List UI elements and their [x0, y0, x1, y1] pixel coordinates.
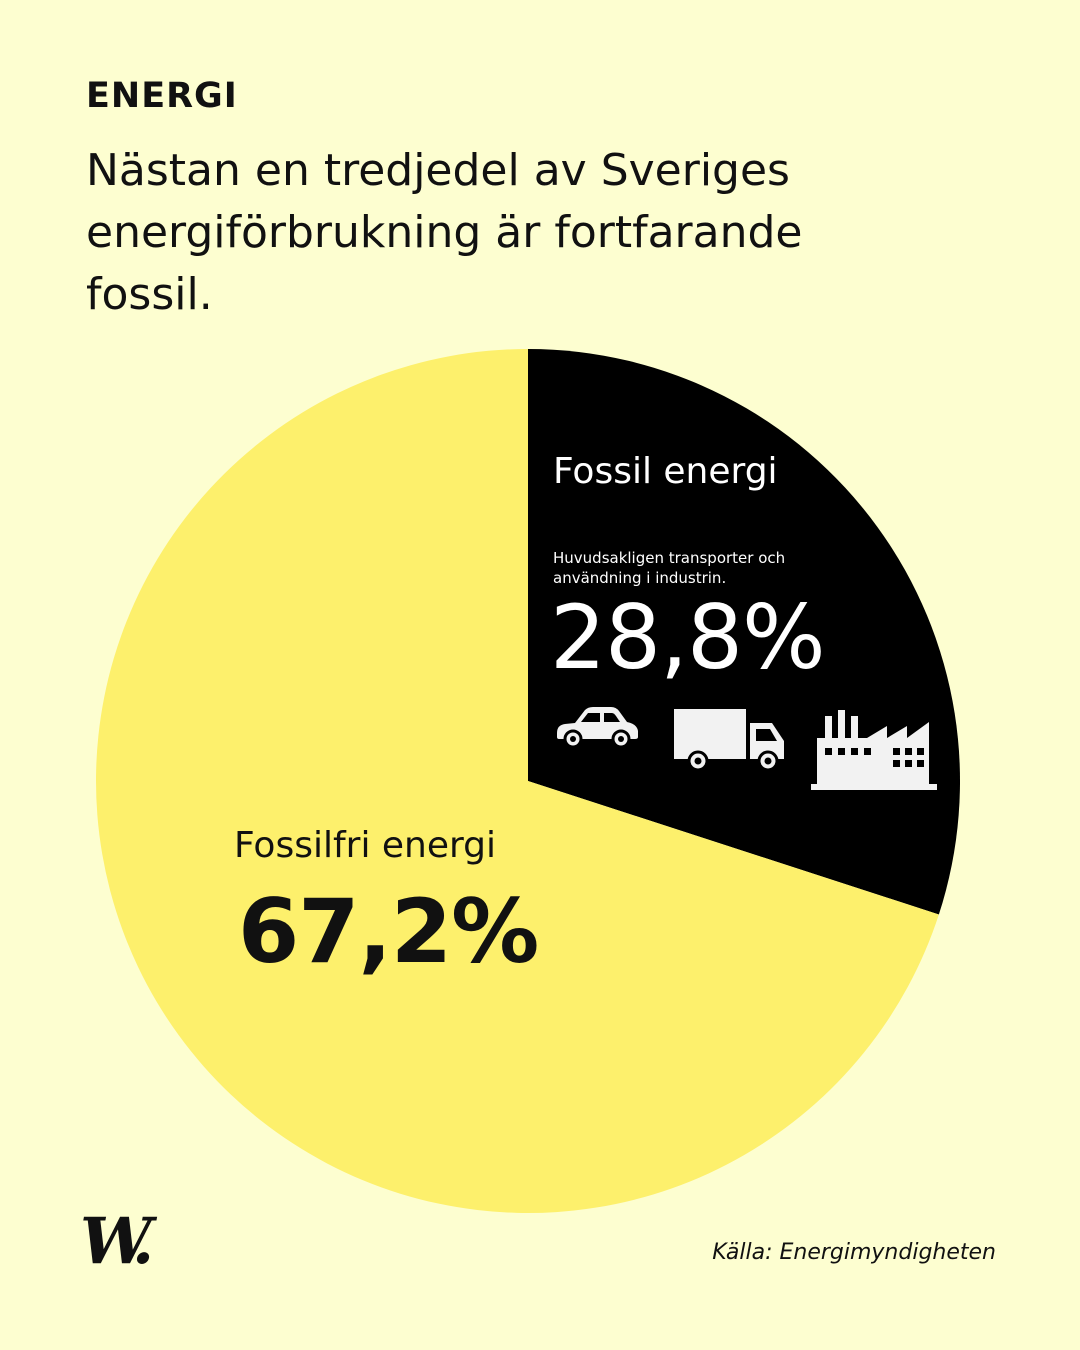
source-note: Källa: Energimyndigheten [712, 1240, 996, 1265]
fossilfree-value-label: 67,2% [238, 880, 539, 983]
truck-icon [674, 709, 784, 772]
fossil-label: Fossil energi [553, 451, 778, 492]
section-kicker: ENERGI [86, 76, 238, 116]
page-title: Nästan en tredjedel av Sveriges energifö… [86, 145, 803, 320]
fossil-description: Huvudsakligen transporter och användning… [553, 549, 786, 587]
car-icon [557, 707, 638, 749]
factory-icon [811, 710, 937, 790]
pie-slice-fossilfree [96, 349, 939, 1213]
publisher-logo: W. [80, 1204, 154, 1279]
fossilfree-label: Fossilfri energi [234, 825, 497, 866]
fossil-value-label: 28,8% [550, 586, 826, 689]
